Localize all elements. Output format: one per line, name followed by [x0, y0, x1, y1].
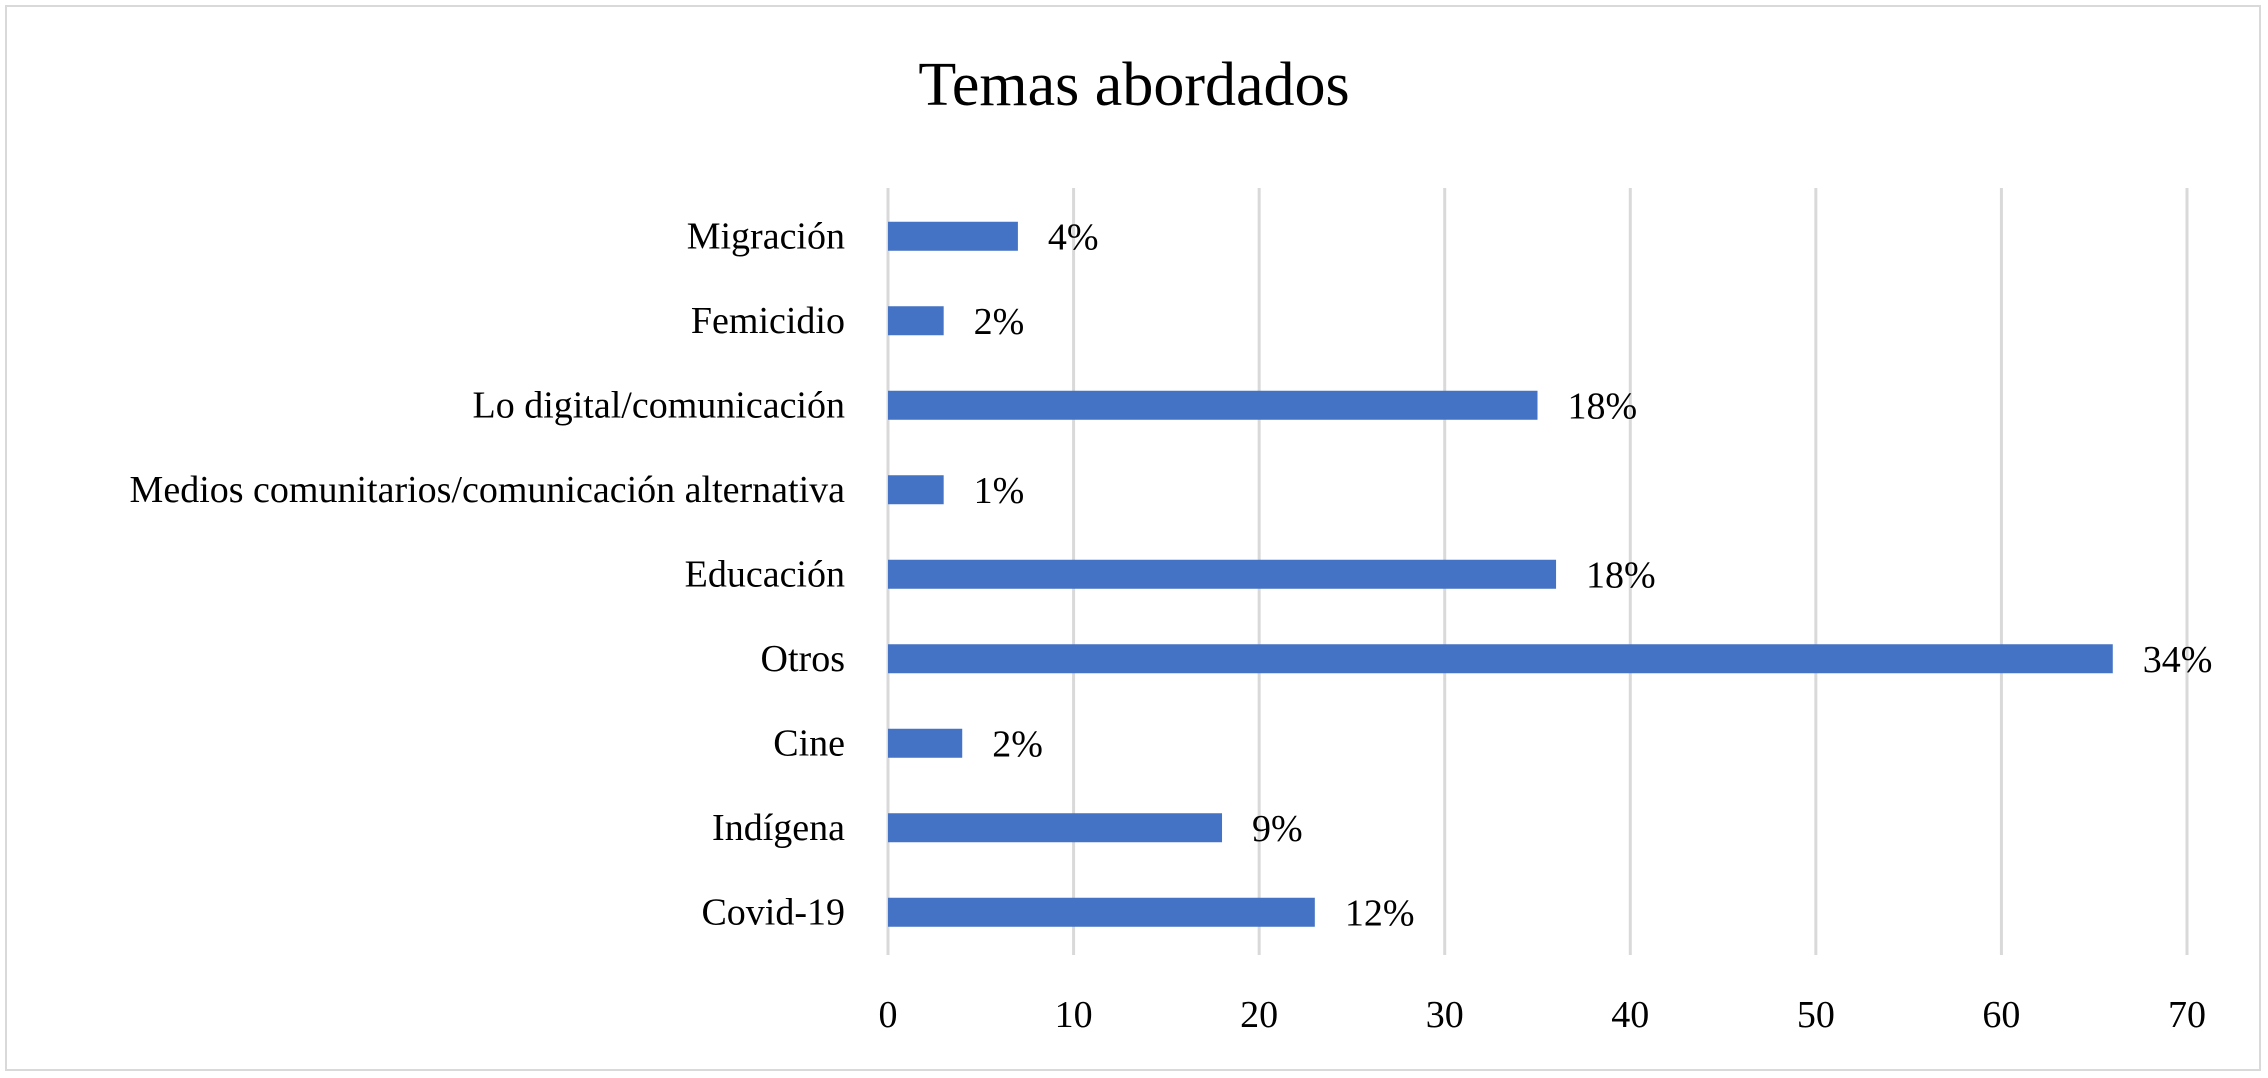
- category-label: Cine: [773, 722, 845, 764]
- category-label: Lo digital/comunicación: [472, 384, 845, 426]
- x-tick-label: 70: [2168, 994, 2206, 1036]
- category-label: Migración: [687, 215, 845, 257]
- x-tick-label: 60: [1982, 994, 2020, 1036]
- chart-frame: [5, 5, 2261, 1071]
- x-tick-label: 10: [1055, 994, 1093, 1036]
- data-label: 34%: [2143, 639, 2213, 681]
- x-tick-label: 50: [1797, 994, 1835, 1036]
- category-label: Covid-19: [701, 891, 845, 933]
- category-label: Femicidio: [691, 300, 845, 342]
- bar: [888, 475, 944, 505]
- data-label: 12%: [1345, 892, 1415, 934]
- bar: [888, 728, 963, 758]
- bar: [888, 221, 1018, 251]
- category-label: Otros: [761, 638, 845, 680]
- bar: [888, 644, 2113, 674]
- bar: [888, 306, 944, 336]
- chart-title: Temas abordados: [918, 51, 1350, 119]
- category-label: Indígena: [712, 807, 845, 849]
- x-tick-label: 20: [1240, 994, 1278, 1036]
- data-label: 2%: [992, 723, 1043, 765]
- bar: [888, 390, 1538, 420]
- data-label: 1%: [974, 470, 1025, 512]
- bar: [888, 559, 1557, 589]
- x-tick-label: 0: [879, 994, 898, 1036]
- data-label: 4%: [1048, 216, 1099, 258]
- data-label: 9%: [1252, 808, 1303, 850]
- category-label: Medios comunitarios/comunicación alterna…: [130, 469, 846, 511]
- bar: [888, 813, 1223, 843]
- data-label: 18%: [1586, 554, 1656, 596]
- data-label: 2%: [974, 301, 1025, 343]
- category-label: Educación: [685, 553, 845, 595]
- bar: [888, 897, 1315, 927]
- x-tick-label: 30: [1426, 994, 1464, 1036]
- x-tick-label: 40: [1611, 994, 1649, 1036]
- data-label: 18%: [1568, 385, 1638, 427]
